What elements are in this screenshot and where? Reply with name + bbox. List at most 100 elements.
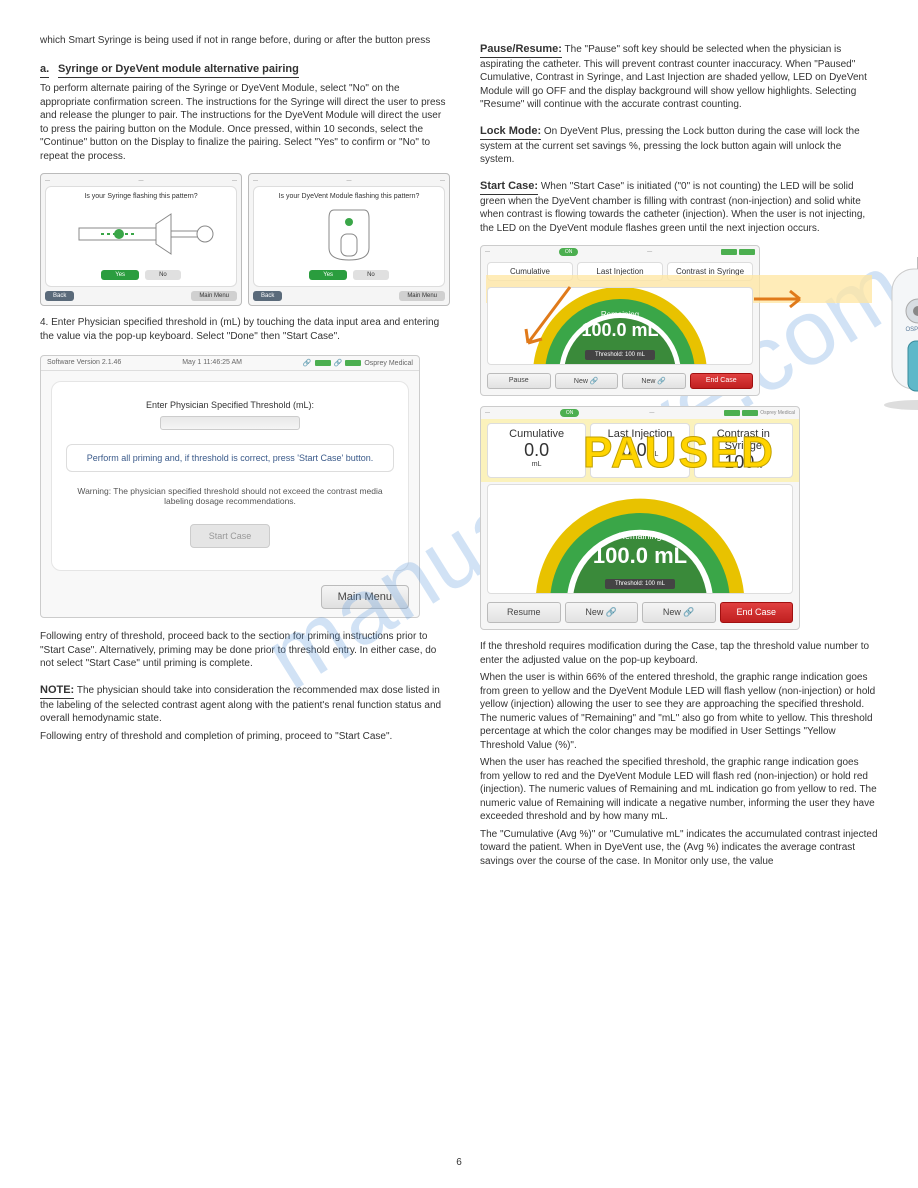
stat-unit: mL: [490, 461, 583, 468]
new-button[interactable]: New 🔗: [565, 602, 639, 623]
arrow-icon: [750, 285, 810, 315]
pairing-dialogs-screenshot: ——— Is your Syringe flashing this patter…: [40, 173, 450, 306]
status-icons: 🔗 🔗 Osprey Medical: [303, 359, 413, 367]
lock-mode: Lock Mode: On DyeVent Plus, pressing the…: [480, 116, 878, 167]
dialog-buttons: Yes No: [52, 270, 230, 280]
battery-icon: [739, 249, 755, 255]
battery-icon: [315, 360, 331, 366]
threshold-warning: Warning: The physician specified thresho…: [66, 486, 394, 506]
dialog-footer: Back Main Menu: [45, 291, 237, 301]
back-button[interactable]: Back: [45, 291, 74, 301]
sw-version: Software Version 2.1.46: [47, 359, 121, 367]
dialog-panel: Is your DyeVent Module flashing this pat…: [253, 186, 445, 287]
start-case-button[interactable]: Start Case: [190, 524, 271, 548]
battery-icon: [724, 410, 740, 416]
threshold-screenshot: Software Version 2.1.46 May 1 11:46:25 A…: [40, 355, 420, 618]
threshold-message: Perform all priming and, if threshold is…: [66, 444, 394, 472]
left-column: which Smart Syringe is being used if not…: [40, 30, 450, 872]
step-a-text: To perform alternate pairing of the Syri…: [40, 82, 450, 163]
yes-button[interactable]: Yes: [101, 270, 139, 280]
main-menu-button[interactable]: Main Menu: [321, 585, 409, 609]
below-para-4: The "Cumulative (Avg %)" or "Cumulative …: [480, 828, 878, 869]
stat-cumulative: Cumulative 0.0 mL: [487, 423, 586, 478]
dialog-buttons: Yes No: [260, 270, 438, 280]
below-para-3: When the user has reached the specified …: [480, 756, 878, 824]
battery-icon: [345, 360, 361, 366]
page-number: 6: [456, 1157, 462, 1168]
timestamp: May 1 11:46:25 AM: [182, 359, 242, 367]
stats-row: Cumulative Last Injection Contrast in Sy…: [481, 258, 759, 285]
start-case-note: Start Case: When "Start Case" is initiat…: [480, 171, 878, 235]
stat-cumulative: Cumulative: [487, 262, 573, 281]
main-menu-button[interactable]: Main Menu: [191, 291, 237, 301]
end-case-button[interactable]: End Case: [690, 373, 754, 389]
remaining-label: Remaining: [488, 531, 792, 541]
note-text: The physician should take into considera…: [40, 685, 441, 724]
start-text: When "Start Case" is initiated ("0" is n…: [480, 181, 865, 234]
case-buttons: Pause New 🔗 New 🔗 End Case: [481, 369, 759, 395]
case-screenshot-running: —ON— Cumulative Last Injection Contrast …: [480, 245, 878, 396]
note-label: NOTE:: [40, 683, 74, 699]
resume-button[interactable]: Resume: [487, 602, 561, 623]
on-badge: ON: [560, 409, 580, 417]
stat-syringe: Contrast in Syringe 100 %: [694, 423, 793, 478]
tail-note: NOTE: The physician should take into con…: [40, 675, 450, 726]
dialog-header: ———: [253, 178, 445, 184]
case-screenshot-paused: —ON— Osprey Medical Cumulative 0.0 mL La…: [480, 406, 878, 630]
case-box-paused: —ON— Osprey Medical Cumulative 0.0 mL La…: [480, 406, 800, 630]
dialog-header: ———: [45, 178, 237, 184]
step-a-num: a.: [40, 62, 49, 79]
dialog-footer: Back Main Menu: [253, 291, 445, 301]
stat-title: Last Injection: [593, 428, 686, 440]
stat-value: 100: [724, 452, 754, 472]
threshold-footer: Main Menu: [41, 581, 419, 617]
stat-title: Last Injection: [580, 267, 660, 276]
brand-text: OSPREY: [905, 327, 918, 333]
no-button[interactable]: No: [145, 270, 181, 280]
case-buttons: Resume New 🔗 New 🔗 End Case: [481, 598, 799, 629]
stat-title: Contrast in Syringe: [670, 267, 750, 276]
syringe-illustration: [52, 204, 230, 264]
link-icon: 🔗: [334, 359, 343, 367]
screenshot-header: Software Version 2.1.46 May 1 11:46:25 A…: [41, 356, 419, 371]
brand-label: Osprey Medical: [364, 360, 413, 367]
pause-label: Pause/Resume:: [480, 42, 562, 58]
syringe-dialog: ——— Is your Syringe flashing this patter…: [40, 173, 242, 306]
start-label: Start Case:: [480, 179, 538, 195]
pause-button[interactable]: Pause: [487, 373, 551, 389]
stat-syringe: Contrast in Syringe: [667, 262, 753, 281]
dialog-panel: Is your Syringe flashing this pattern? Y…: [45, 186, 237, 287]
main-menu-button[interactable]: Main Menu: [399, 291, 445, 301]
intro-note: which Smart Syringe is being used if not…: [40, 34, 450, 48]
tail-para-2: Following entry of threshold and complet…: [40, 730, 450, 744]
stat-title: Contrast in Syringe: [697, 428, 790, 452]
below-para-1: If the threshold requires modification d…: [480, 640, 878, 667]
threshold-indicator: Threshold: 100 mL: [585, 350, 655, 360]
remaining-value: 100.0 mL: [488, 543, 792, 569]
two-column-layout: which Smart Syringe is being used if not…: [40, 30, 878, 872]
right-column: Pause/Resume: The "Pause" soft key shoul…: [480, 30, 878, 872]
end-case-button[interactable]: End Case: [720, 602, 794, 623]
dyevent-dialog: ——— Is your DyeVent Module flashing this…: [248, 173, 450, 306]
step-4-text: 4. Enter Physician specified threshold i…: [40, 316, 450, 343]
step-a-title: Syringe or DyeVent module alternative pa…: [58, 62, 299, 79]
new-button-2[interactable]: New 🔗: [622, 373, 686, 389]
module-illustration: [260, 204, 438, 264]
gauge: Remaining 100.0 mL Threshold: 100 mL: [487, 484, 793, 594]
new-button[interactable]: New 🔗: [555, 373, 619, 389]
threshold-label: Enter Physician Specified Threshold (mL)…: [66, 400, 394, 410]
back-button[interactable]: Back: [253, 291, 282, 301]
stat-last: Last Injection 0.0 mL: [590, 423, 689, 478]
lock-label: Lock Mode:: [480, 124, 541, 140]
no-button[interactable]: No: [353, 270, 389, 280]
stat-value: 0.0: [524, 440, 549, 460]
threshold-input[interactable]: [160, 416, 300, 430]
stat-value: 0.0: [622, 440, 647, 460]
new-button-2[interactable]: New 🔗: [642, 602, 716, 623]
case-header: —ON— Osprey Medical: [481, 407, 799, 419]
on-badge: ON: [559, 248, 579, 256]
stat-last: Last Injection: [577, 262, 663, 281]
threshold-indicator: Threshold: 100 mL: [605, 579, 675, 589]
yes-button[interactable]: Yes: [309, 270, 347, 280]
link-icon: 🔗: [303, 359, 312, 367]
